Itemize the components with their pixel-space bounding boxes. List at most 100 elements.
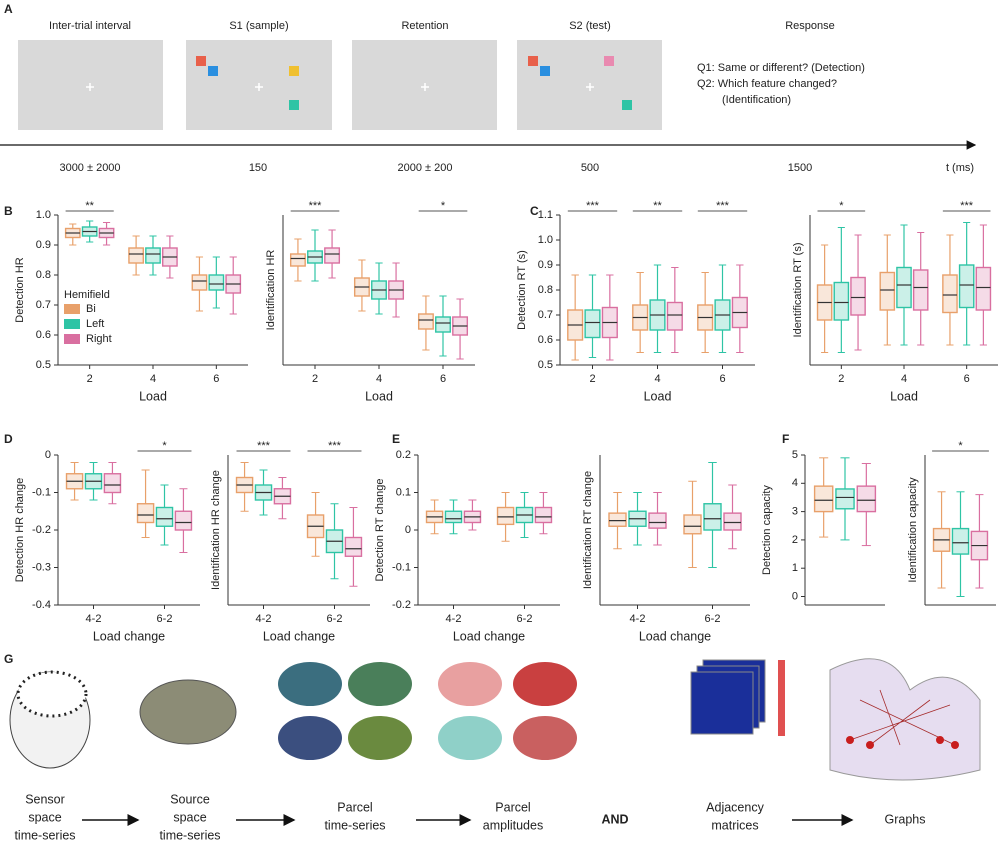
step-label: Graphs	[885, 812, 926, 826]
legend-swatch	[64, 304, 80, 314]
y-tick-label: 4	[792, 477, 798, 489]
significance-label: *	[162, 440, 167, 452]
phase-title: Response	[785, 20, 835, 32]
y-tick-label: 0.7	[538, 309, 553, 321]
x-tick-label: 4-2	[256, 613, 272, 625]
x-axis-label: Load change	[453, 629, 525, 643]
x-tick-label: 4	[150, 373, 156, 385]
y-tick-label: 5	[792, 449, 798, 461]
box	[496, 506, 515, 526]
box	[174, 510, 193, 531]
phase-title: S1 (sample)	[229, 20, 288, 32]
box	[324, 247, 341, 264]
box	[975, 266, 992, 311]
stimulus	[540, 66, 550, 76]
parcel-brain	[348, 662, 412, 706]
legend-swatch	[64, 319, 80, 329]
box	[666, 301, 683, 331]
significance-label: ***	[716, 200, 730, 212]
x-tick-label: 6	[964, 373, 970, 385]
x-axis-label: Load change	[639, 629, 711, 643]
parcel-brain	[278, 716, 342, 760]
x-axis-label: Load	[890, 389, 918, 403]
y-axis-label: Detection capacity	[761, 485, 773, 575]
y-tick-label: -0.1	[392, 561, 411, 573]
stimulus	[622, 100, 632, 110]
box	[344, 536, 363, 557]
y-tick-label: -0.2	[392, 599, 411, 611]
panel-label: B	[4, 204, 13, 218]
matrix	[690, 671, 754, 735]
y-axis-label: Identification RT change	[582, 471, 594, 589]
stimulus	[208, 66, 218, 76]
y-axis-label: Detection RT change	[374, 479, 386, 582]
question: (Identification)	[722, 94, 791, 106]
y-axis-label: Identification capacity	[907, 477, 919, 583]
step-label: Sensor	[25, 792, 65, 806]
box	[191, 274, 208, 291]
x-tick-label: 4	[654, 373, 660, 385]
step-label: amplitudes	[483, 818, 543, 832]
box	[103, 473, 122, 494]
step-label: Parcel	[495, 800, 530, 814]
box	[136, 503, 155, 524]
y-tick-label: 1.1	[538, 209, 553, 221]
phase-title: Retention	[401, 20, 448, 32]
step-label: space	[28, 810, 61, 824]
x-tick-label: 6	[213, 373, 219, 385]
legend-label: Left	[86, 318, 104, 330]
panel-label: G	[4, 652, 13, 666]
x-axis-label: Load	[365, 389, 393, 403]
box	[608, 512, 627, 527]
significance-label: ***	[960, 200, 974, 212]
graph	[829, 658, 981, 781]
question: Q2: Which feature changed?	[697, 78, 837, 90]
box	[958, 264, 975, 309]
x-tick-label: 6	[440, 373, 446, 385]
y-tick-label: -0.4	[32, 599, 51, 611]
y-tick-label: 0.6	[36, 329, 51, 341]
y-axis-label: Identification HR change	[210, 470, 222, 590]
significance-label: ***	[257, 440, 271, 452]
panel-label: C	[530, 204, 539, 218]
legend-label: Right	[86, 333, 112, 345]
box	[683, 514, 702, 535]
panel-label: F	[782, 432, 789, 446]
y-tick-label: 3	[792, 506, 798, 518]
question: Q1: Same or different? (Detection)	[697, 62, 865, 74]
box	[912, 269, 929, 311]
parcel-brain	[278, 662, 342, 706]
box	[435, 316, 451, 333]
panel-label: E	[392, 432, 400, 446]
x-tick-label: 4	[376, 373, 382, 385]
step-label: matrices	[711, 818, 758, 832]
pipeline-pictures	[9, 658, 981, 826]
amplitude-brain	[513, 716, 577, 760]
x-axis-label: Load change	[93, 629, 165, 643]
brain	[139, 679, 237, 745]
panel-label: D	[4, 432, 13, 446]
box	[942, 274, 958, 314]
amplitude-brain	[438, 662, 502, 706]
x-tick-label: 6	[719, 373, 725, 385]
panel-label: A	[4, 2, 13, 16]
y-tick-label: -0.1	[32, 486, 51, 498]
amplitude-brain	[513, 662, 577, 706]
trial-screens	[18, 40, 662, 130]
stimulus	[289, 100, 299, 110]
phase-duration: 150	[249, 162, 267, 174]
graph-edges	[849, 689, 956, 746]
box	[648, 512, 667, 529]
y-tick-label: 0.8	[538, 284, 553, 296]
step-label: Source	[170, 792, 210, 806]
box	[145, 247, 161, 264]
x-tick-label: 4-2	[446, 613, 462, 625]
phase-duration: 3000 ± 2000	[59, 162, 120, 174]
x-tick-label: 6-2	[705, 613, 721, 625]
significance-label: *	[839, 200, 844, 212]
y-axis-label: Identification HR	[265, 250, 277, 331]
x-axis-label: Load	[139, 389, 167, 403]
conjunction: AND	[601, 812, 628, 826]
y-tick-label: 0	[45, 449, 51, 461]
